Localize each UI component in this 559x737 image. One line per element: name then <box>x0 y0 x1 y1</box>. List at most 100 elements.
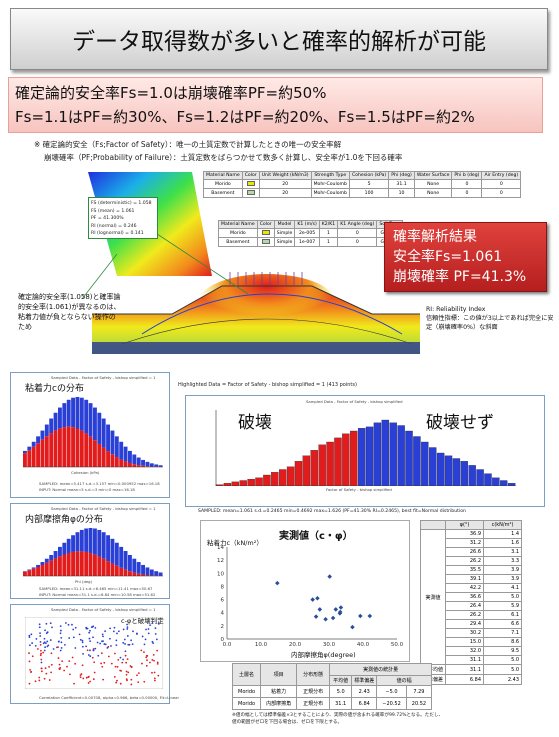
fs-hist-bar <box>271 472 279 486</box>
hist-bar-safe <box>27 569 32 571</box>
measured-cell: 36.9 <box>445 529 485 539</box>
measured-cell: 6.1 <box>483 610 523 620</box>
scatter-small-point <box>68 660 71 663</box>
scatter-small-title: c-φと破壊判定 <box>121 617 164 625</box>
page-title: データ取得数が多いと確率的解析が可能 <box>72 29 486 55</box>
measured-cell: 6.6 <box>483 619 523 629</box>
hist-bar-fail <box>93 554 97 576</box>
scatter-small-point <box>116 665 119 668</box>
hist-bar-safe <box>128 450 132 463</box>
hist-bar-fail <box>141 465 145 467</box>
fs-hist-bar <box>279 469 287 486</box>
material-color-swatch <box>246 190 255 195</box>
scatter-small-point <box>124 643 126 645</box>
scatter-small-point <box>125 678 128 681</box>
scatter-small-point <box>37 648 39 650</box>
stats-table-header: 分布形態 <box>296 663 331 686</box>
scatter-small-point <box>34 644 37 647</box>
stats-cell: Morido <box>231 697 262 710</box>
fs-hist-bar <box>468 465 476 486</box>
hist-bar-fail <box>23 453 27 467</box>
fs-hist-bar <box>357 428 366 486</box>
scatter-small-point <box>89 680 91 683</box>
scatter-small-point <box>82 677 85 680</box>
slope-caption: Highlighted Data = Factor of Safety - bi… <box>178 382 357 388</box>
hist-bar-fail <box>141 574 145 576</box>
scatter-small-point <box>107 655 110 658</box>
scatter-small-point <box>39 635 42 637</box>
scatter-small-point <box>30 633 33 636</box>
hist-bar-fail <box>31 446 36 467</box>
scatter-small-point <box>137 672 140 675</box>
mat1-cell: 0 <box>451 188 483 198</box>
scatter-small-point <box>126 628 129 630</box>
scatter-small-point <box>29 668 31 671</box>
scatter-small-point <box>40 670 43 673</box>
note-fs: ※ 確定論的安全（Fs;Factor of Safety）：唯一の土質定数で計算… <box>34 140 342 149</box>
hist-bar-safe <box>149 463 154 467</box>
scatter-small-point <box>113 626 116 629</box>
scatter-small-point <box>146 655 149 657</box>
fs-hist-bar <box>223 483 232 486</box>
hist-bar-safe <box>75 532 80 552</box>
measured-cell: 1.4 <box>483 529 523 539</box>
hist-bar-safe <box>101 418 106 448</box>
scatter-small-point <box>43 641 46 644</box>
hist-bar-fail <box>36 566 40 576</box>
hist-bar-safe <box>145 461 150 467</box>
scatter-small-point <box>94 626 97 629</box>
scatter-small-point <box>151 640 154 643</box>
scatter-small-point <box>152 653 155 656</box>
mat2-cell <box>256 237 275 247</box>
scatter-small-point <box>100 662 103 665</box>
scatter-small-point <box>81 664 84 667</box>
measured-cell: 29.4 <box>445 619 485 629</box>
scatter-small-point <box>38 626 41 629</box>
mat1-cell: 0 <box>481 179 522 189</box>
scatter-small-point <box>44 629 46 632</box>
hist-bar-safe <box>40 562 45 566</box>
scatter-small-point <box>88 637 91 640</box>
hist-bar-safe <box>119 441 124 460</box>
hist-bar-fail <box>136 573 141 576</box>
scatter-small-point <box>87 675 90 678</box>
scatter-small-point <box>124 654 127 657</box>
scatter-small-point <box>157 622 160 625</box>
scatter-small-point <box>29 644 31 647</box>
hist-bar-fail <box>132 572 137 576</box>
hist-bar-fail <box>119 567 124 576</box>
x-tick-label: 30.0 <box>323 642 336 648</box>
mat1-cell: 0 <box>451 179 483 189</box>
hist-bar-safe <box>114 436 119 458</box>
measured-point <box>315 595 320 601</box>
hist-bar-safe <box>97 412 102 444</box>
fs-hist-bar <box>255 477 263 486</box>
measured-row-label: 実測値 <box>419 529 447 665</box>
hist-bar-fail <box>110 454 115 467</box>
scatter-small-point <box>74 662 77 665</box>
scatter-small-point <box>40 652 42 655</box>
hist-bar-fail <box>49 560 54 576</box>
y-tick-label: 14 <box>217 545 224 551</box>
scatter-small-point <box>116 632 118 635</box>
stats-footnote-2: 値の範囲がゼロを下回る場合は、ゼロを下限とする。 <box>232 720 343 725</box>
fs-hist-bar <box>429 447 437 486</box>
hist-bar-safe <box>114 542 119 566</box>
hist-bar-safe <box>58 407 62 429</box>
stats-cell: 6.84 <box>351 697 378 710</box>
scatter-small-point <box>81 639 84 642</box>
scatter-small-point <box>153 659 155 662</box>
scatter-small-point <box>88 631 91 634</box>
measured-cell: 8.6 <box>483 637 523 647</box>
hist-bar-safe <box>136 562 141 574</box>
scatter-small-point <box>38 679 41 682</box>
measured-point <box>317 607 323 612</box>
hist-bar-safe <box>145 567 150 576</box>
scatter-small-point <box>151 659 154 661</box>
hist-bar-fail <box>44 436 49 467</box>
hist-bar-fail <box>114 457 119 467</box>
fs-hist-bar <box>444 455 453 486</box>
scatter-small-point <box>43 649 46 652</box>
scatter-small-point <box>156 649 159 652</box>
scatter-small-point <box>60 641 63 644</box>
